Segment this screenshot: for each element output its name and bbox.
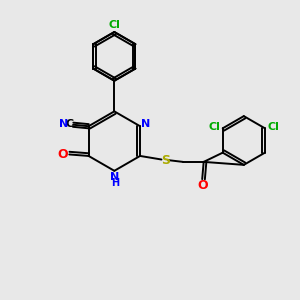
Text: N: N bbox=[141, 119, 150, 129]
Text: Cl: Cl bbox=[208, 122, 220, 132]
Text: N: N bbox=[59, 118, 68, 128]
Text: S: S bbox=[161, 154, 170, 167]
Text: O: O bbox=[57, 148, 68, 161]
Text: Cl: Cl bbox=[267, 122, 279, 132]
Text: C: C bbox=[65, 119, 73, 129]
Text: O: O bbox=[197, 179, 208, 192]
Text: H: H bbox=[111, 178, 119, 188]
Text: N: N bbox=[110, 172, 120, 182]
Text: Cl: Cl bbox=[108, 20, 120, 30]
